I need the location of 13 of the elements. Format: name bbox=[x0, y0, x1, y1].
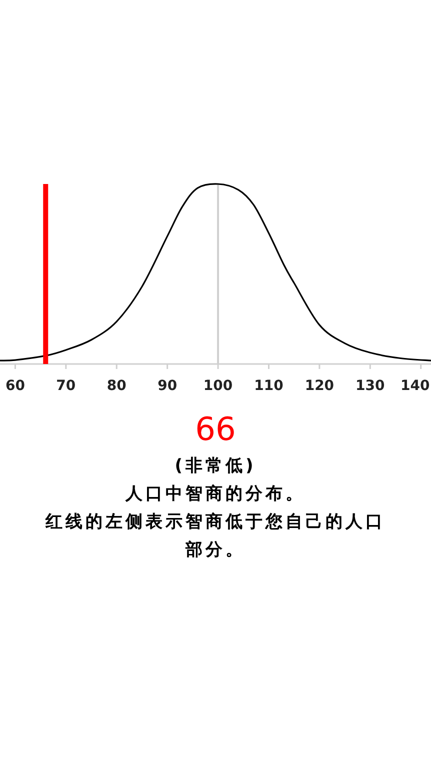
x-tick-label: 70 bbox=[56, 378, 76, 394]
x-tick-label: 90 bbox=[158, 378, 178, 394]
ref-line-label: 66 bbox=[195, 410, 236, 448]
x-tick-label: 140 bbox=[400, 378, 430, 394]
x-tick-label: 120 bbox=[304, 378, 334, 394]
text: 红线的左侧表示智商低于您自己的人口部分。 bbox=[44, 511, 386, 562]
x-tick-label: 110 bbox=[254, 378, 284, 394]
x-tick-label: 60 bbox=[5, 378, 26, 394]
x-tick-label: 100 bbox=[203, 378, 233, 394]
x-tick-label: 80 bbox=[106, 378, 127, 394]
text: (非常低) bbox=[174, 455, 258, 478]
x-tick-label: 130 bbox=[356, 378, 386, 394]
text: 人口中智商的分布。 bbox=[124, 483, 306, 506]
